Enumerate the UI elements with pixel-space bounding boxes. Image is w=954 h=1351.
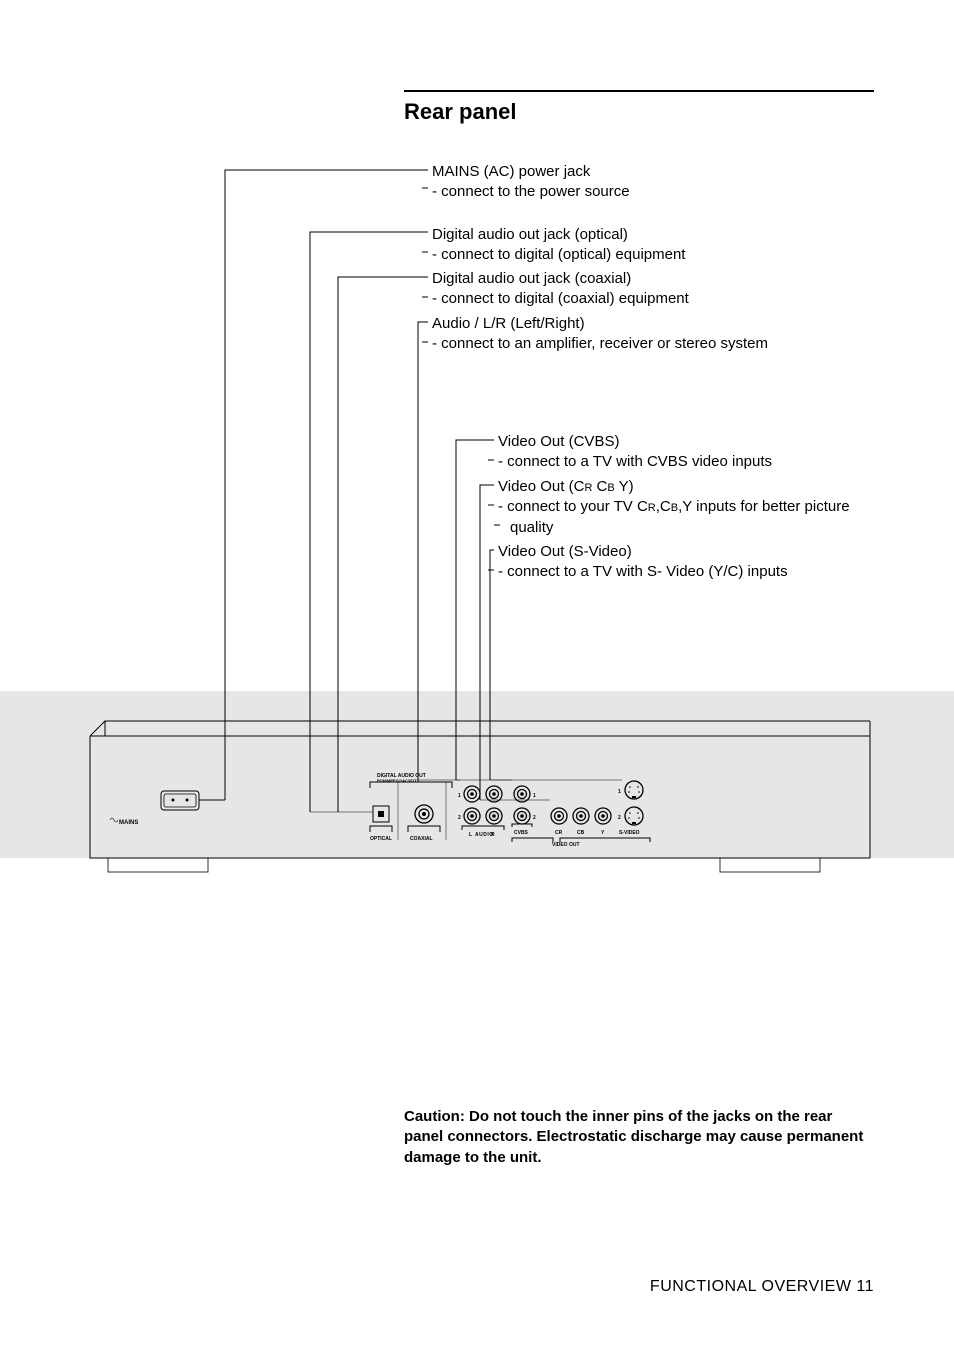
component-group: CR CB Y (551, 808, 611, 836)
svg-text:AUDIO: AUDIO (475, 832, 494, 838)
svg-text:MAINS: MAINS (119, 820, 138, 826)
svg-text:Y: Y (601, 830, 605, 836)
cvbs-group: 1 2 CVBS (512, 786, 536, 836)
optical-jack: OPTICAL (370, 782, 398, 842)
svg-text:1: 1 (618, 789, 621, 795)
coaxial-jack: COAXIAL (408, 782, 446, 842)
rear-panel-diagram: MAINS DIGITAL AUDIO OUT PCM/MPEG2/AC3/DT… (0, 0, 954, 900)
svg-text:2: 2 (458, 815, 461, 821)
svg-text:CB: CB (577, 830, 585, 836)
svg-text:1: 1 (458, 793, 461, 799)
mains-jack: MAINS (110, 791, 199, 826)
svideo-group: 1 2 S-VIDEO (618, 781, 643, 836)
caution-text: Caution: Do not touch the inner pins of … (404, 1107, 874, 1168)
svg-text:PCM/MPEG2/AC3/DTS: PCM/MPEG2/AC3/DTS (377, 778, 420, 783)
video-out-bracket: VIDEO OUT (512, 838, 650, 848)
svg-text:L: L (469, 832, 472, 838)
svg-text:VIDEO OUT: VIDEO OUT (552, 842, 580, 848)
svg-text:1: 1 (533, 793, 536, 799)
svg-text:S-VIDEO: S-VIDEO (619, 830, 640, 836)
digital-audio-group: DIGITAL AUDIO OUT PCM/MPEG2/AC3/DTS (370, 773, 452, 788)
svg-text:CR: CR (555, 830, 563, 836)
svg-text:OPTICAL: OPTICAL (370, 836, 392, 842)
svg-text:2: 2 (618, 815, 621, 821)
audio-lr-group: 1 2 L R AUDIO (458, 786, 504, 838)
svg-text:2: 2 (533, 815, 536, 821)
svg-text:COAXIAL: COAXIAL (410, 836, 433, 842)
page-footer: FUNCTIONAL OVERVIEW 11 (474, 1278, 874, 1296)
svg-text:CVBS: CVBS (514, 830, 529, 836)
